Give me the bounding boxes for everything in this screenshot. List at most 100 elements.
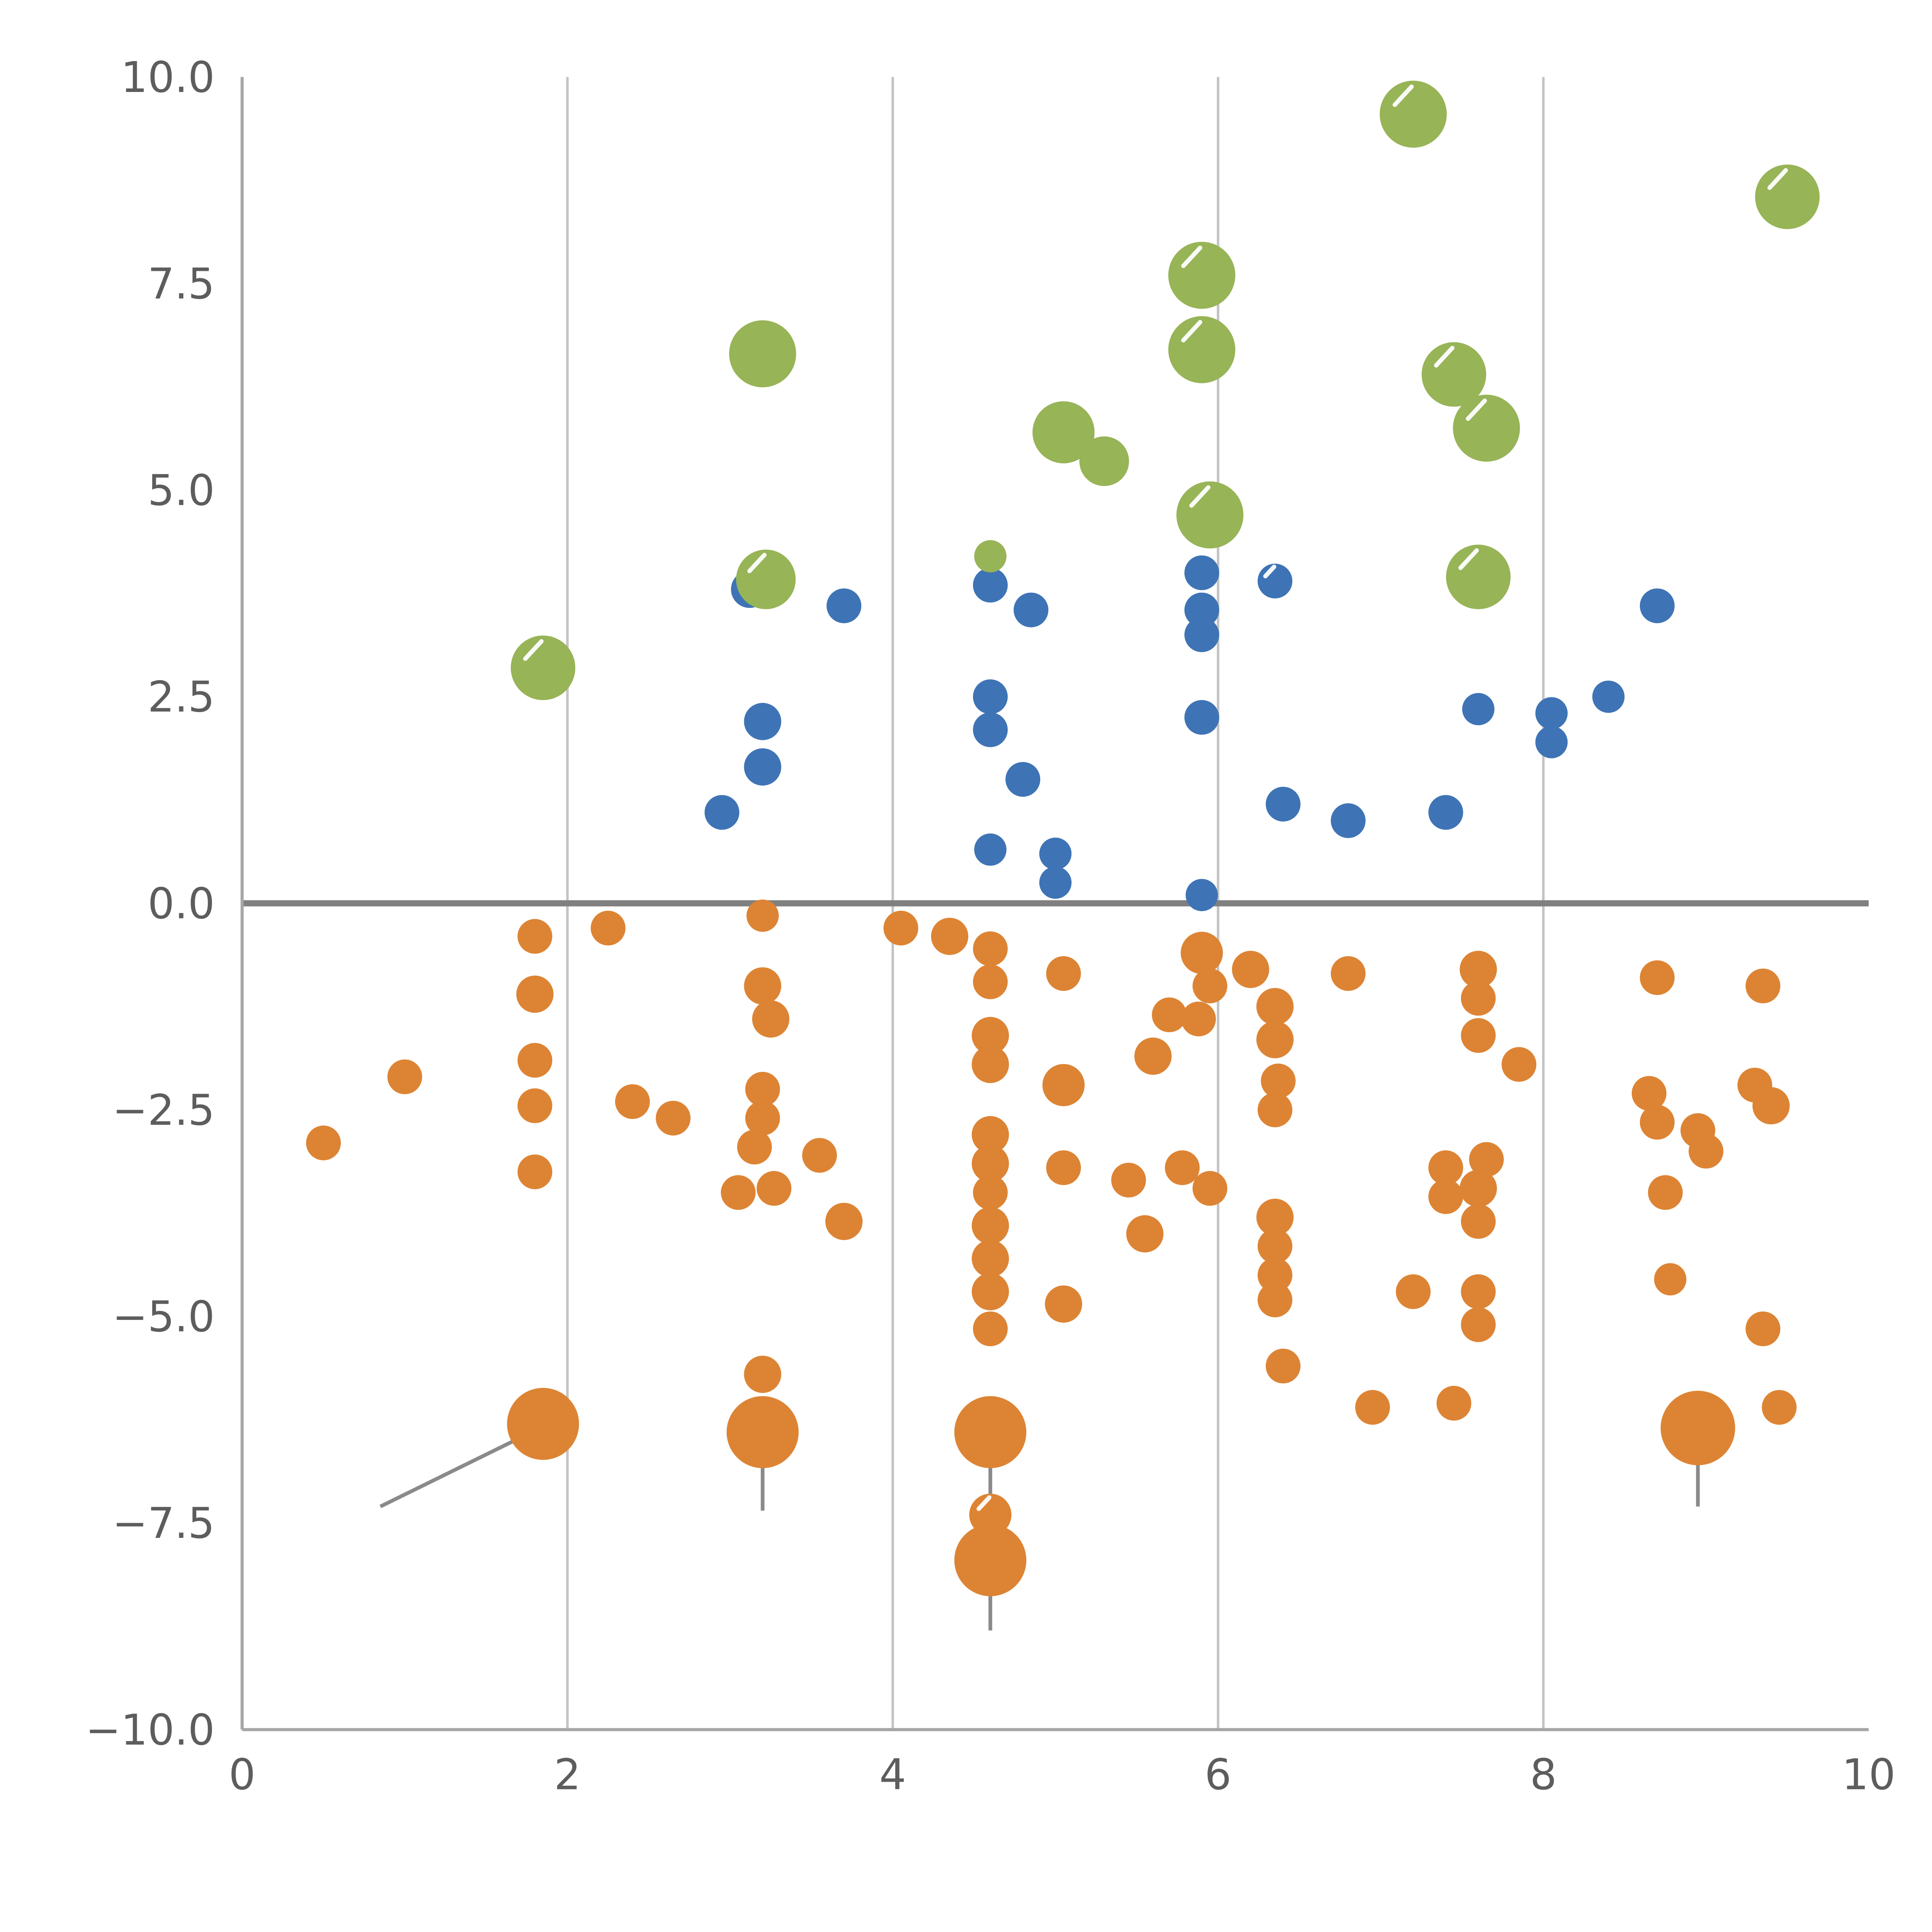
data-point-blue-dots [744,748,781,786]
data-point-orange-dots [1331,956,1366,991]
data-point-orange-dots [973,964,1008,999]
data-point-blue-dots [1592,680,1625,713]
data-point-orange-dots [971,1207,1009,1244]
data-point-blue-dots [1331,803,1366,838]
y-tick-label-0.0: 0.0 [148,879,215,928]
data-point-orange-dots [744,967,781,1005]
data-point-orange-dots [1256,988,1294,1026]
stem-line [379,1429,536,1509]
data-point-blue-dots [973,568,1008,603]
data-point-blue-dots [1265,787,1301,822]
data-point-orange-dots [1045,1285,1082,1323]
data-point-blue-dots [1535,726,1568,759]
stem-lines [379,1429,1700,1631]
data-point-orange-dots [1428,1179,1463,1214]
data-point-orange-dots [1165,1150,1200,1185]
data-point-orange-dots [516,975,554,1013]
data-point-orange-dots [1046,1150,1081,1185]
data-point-orange-dots [1042,1064,1085,1106]
data-point-green-bubbles [1176,481,1244,549]
data-point-orange-dots [1745,968,1781,1003]
data-point-orange-dots [1261,1063,1296,1099]
data-point-orange-dots [590,910,626,946]
y-tick-label-10.0: 10.0 [121,53,215,102]
data-point-orange-dots [1660,1391,1735,1466]
data-point-orange-dots [1111,1163,1146,1198]
data-point-green-bubbles [1079,436,1129,486]
data-point-blue-dots [1428,795,1463,830]
data-point-orange-dots [757,1171,792,1206]
data-point-orange-dots [1689,1134,1724,1169]
y-tick-labels: −10.0 −7.5 −5.0 −2.5 0.0 2.5 5.0 7.5 10.0 [85,53,215,1755]
data-point-orange-dots [1648,1175,1683,1210]
data-point-blue-dots [974,833,1007,866]
data-point-blue-dots [1185,879,1218,912]
x-tick-label-0: 0 [229,1750,256,1799]
data-point-orange-dots [1461,981,1496,1016]
data-point-orange-dots [1256,1021,1294,1058]
data-point-orange-dots [1752,1087,1790,1124]
y-tick-label-2.5: 2.5 [148,673,215,722]
data-point-orange-dots [1355,1390,1390,1425]
data-point-orange-dots [721,1175,756,1210]
data-point-orange-dots [615,1084,650,1119]
data-point-orange-dots [1232,951,1269,988]
data-point-orange-dots [969,1493,1012,1536]
marker-highlight [1767,168,1788,190]
data-point-orange-dots [1257,1258,1293,1293]
data-point-orange-dots [971,1046,1009,1083]
data-point-orange-dots [737,1129,772,1165]
data-point-orange-dots [517,1154,553,1189]
x-tick-label-8: 8 [1530,1750,1557,1799]
data-point-orange-dots [1461,1307,1496,1342]
data-point-orange-dots [746,900,779,932]
data-point-orange-dots [745,1071,780,1107]
marker-highlight [1263,565,1277,578]
data-point-blue-dots [827,588,862,623]
data-point-blue-dots [1535,697,1568,730]
data-point-orange-dots [1181,1002,1216,1037]
data-point-orange-dots [1428,1150,1463,1185]
marker-highlight [1466,398,1487,421]
data-point-orange-dots [971,1273,1009,1311]
data-point-orange-dots [1762,1390,1797,1425]
data-point-orange-dots [973,1311,1008,1347]
data-point-orange-dots [1461,1018,1496,1053]
data-point-orange-dots [1192,968,1228,1003]
data-point-green-bubbles [1168,316,1235,383]
data-point-blue-dots [1039,866,1072,899]
data-point-orange-dots [1152,997,1187,1032]
data-point-orange-dots [1639,1105,1675,1140]
x-tick-label-6: 6 [1205,1750,1232,1799]
data-point-orange-dots [306,1125,341,1160]
marker-highlight [523,639,544,661]
x-tick-labels: 0 2 4 6 8 10 [229,1750,1896,1799]
data-point-blue-dots [1184,555,1219,590]
data-point-orange-dots [971,1145,1009,1182]
data-point-orange-dots [1461,1274,1496,1309]
data-point-green-bubbles [1168,242,1235,309]
data-point-blue-dots [973,712,1008,747]
data-point-blue-dots [1462,693,1495,725]
data-point-green-bubbles [1453,395,1520,462]
data-point-green-bubbles [510,635,575,700]
data-point-green-bubbles [1422,342,1486,407]
marker-highlight [747,553,767,573]
y-tick-label-−7.5: −7.5 [112,1499,215,1548]
data-point-orange-dots [1639,960,1675,995]
data-point-orange-dots [1469,1142,1504,1177]
data-point-orange-dots [971,1116,1009,1153]
data-point-green-bubbles [974,540,1007,573]
data-point-green-bubbles [1446,544,1511,609]
data-point-orange-dots [954,1524,1027,1597]
series-green-bubbles [510,80,1820,700]
data-point-green-bubbles [729,320,796,388]
x-tick-label-4: 4 [879,1750,906,1799]
data-point-orange-dots [656,1100,691,1136]
data-point-blue-dots [1184,617,1219,652]
data-point-orange-dots [1436,1386,1471,1421]
data-point-orange-dots [745,1100,780,1136]
data-point-orange-dots [517,1088,553,1123]
data-point-orange-dots [387,1059,422,1094]
